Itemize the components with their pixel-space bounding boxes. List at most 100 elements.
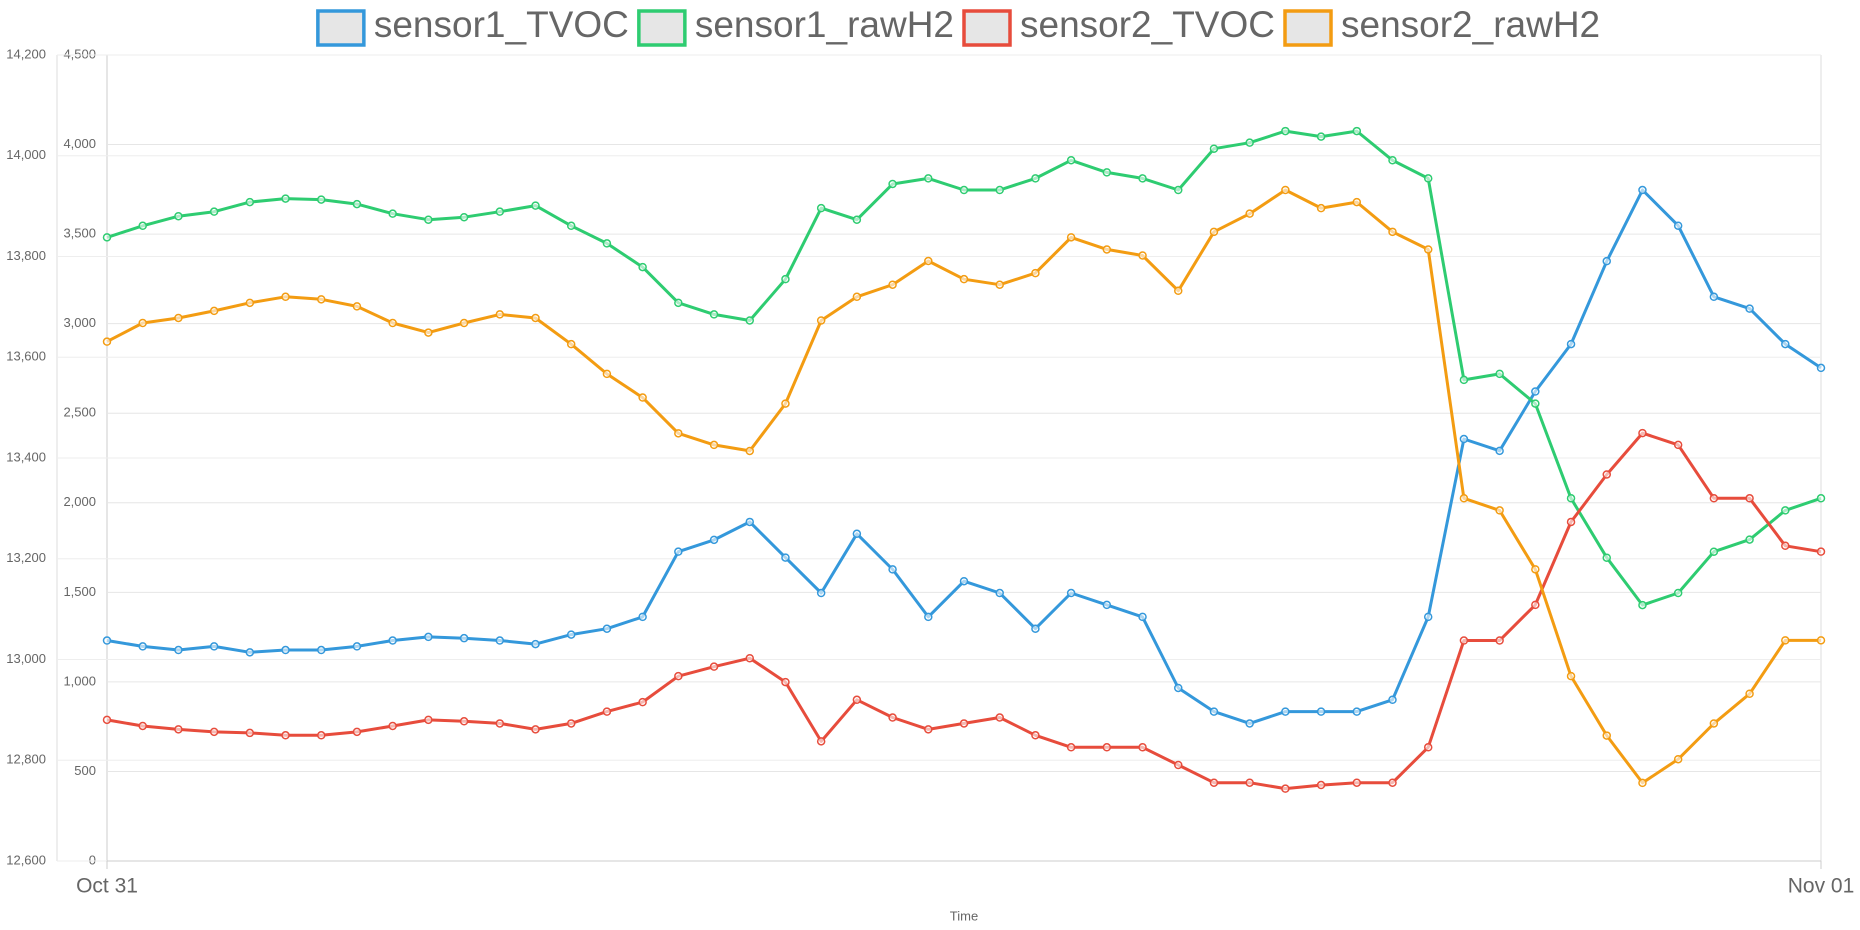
legend-item[interactable]: sensor2_TVOC: [962, 4, 1275, 47]
y-tick-label: 500: [74, 763, 96, 778]
data-point: [1352, 197, 1362, 207]
data-point: [1281, 185, 1290, 195]
data-point: [1316, 203, 1326, 213]
data-point: [1816, 363, 1826, 373]
data-point: [495, 719, 505, 728]
data-point: [959, 719, 969, 728]
data-point: [1531, 600, 1540, 610]
data-point: [1066, 233, 1076, 242]
data-point: [959, 274, 969, 284]
data-point: [1388, 156, 1397, 165]
data-point: [1709, 494, 1719, 503]
data-point: [1316, 132, 1326, 141]
data-point: [281, 645, 290, 655]
data-point: [1459, 494, 1469, 503]
data-point: [924, 725, 933, 734]
data-point: [174, 313, 183, 323]
data-point: [638, 612, 647, 622]
data-point: [1174, 760, 1183, 770]
data-point: [102, 337, 112, 346]
data-point: [531, 201, 540, 210]
y-tick-label: 1,000: [63, 673, 96, 688]
data-point: [281, 194, 290, 203]
data-point: [781, 274, 790, 284]
data-point: [1638, 428, 1647, 438]
data-point: [1566, 339, 1576, 349]
data-point: [1316, 707, 1326, 716]
data-point: [709, 662, 719, 671]
data-point: [388, 636, 397, 645]
data-point: [1566, 671, 1576, 681]
data-point: [924, 612, 933, 622]
data-point: [995, 280, 1004, 289]
data-point: [888, 280, 897, 289]
data-point: [1423, 174, 1433, 183]
data-point: [1495, 369, 1504, 379]
data-point: [709, 440, 719, 450]
data-point: [602, 239, 612, 248]
data-point: [1281, 126, 1290, 136]
data-point: [638, 393, 647, 402]
data-point: [924, 174, 933, 183]
data-point: [674, 429, 683, 438]
data-point: [1602, 470, 1611, 479]
data-point: [745, 517, 754, 527]
legend-item[interactable]: sensor2_rawH2: [1283, 4, 1600, 47]
data-point: [1423, 612, 1433, 622]
data-point: [245, 648, 255, 657]
data-point: [1209, 227, 1219, 237]
data-point: [1673, 440, 1683, 450]
data-point: [1138, 174, 1147, 183]
data-point: [1245, 719, 1254, 728]
data-point: [317, 295, 326, 304]
data-point: [424, 715, 433, 725]
data-point: [888, 565, 897, 574]
data-point: [352, 199, 362, 209]
data-point: [602, 369, 612, 379]
data-point: [1423, 245, 1433, 254]
y2-tick-label: 13,400: [6, 449, 46, 464]
y2-tick-label: 12,800: [6, 752, 46, 767]
data-point: [317, 731, 326, 740]
data-point: [102, 715, 112, 725]
data-point: [674, 671, 683, 681]
data-point: [852, 529, 862, 539]
data-point: [781, 553, 790, 562]
data-point: [1638, 185, 1647, 195]
data-point: [924, 256, 933, 266]
data-point: [1138, 612, 1147, 622]
data-point: [459, 318, 469, 328]
data-point: [816, 588, 826, 598]
data-point: [1174, 286, 1183, 296]
series: [102, 428, 1826, 793]
data-point: [1602, 256, 1611, 266]
data-point: [352, 642, 362, 651]
data-point: [102, 636, 112, 645]
data-point: [1209, 707, 1219, 716]
data-point: [209, 207, 219, 216]
data-point: [1031, 624, 1040, 633]
data-point: [888, 179, 897, 189]
data-point: [1316, 780, 1326, 790]
legend-item[interactable]: sensor1_TVOC: [316, 4, 629, 47]
x-tick-label: Oct 31: [76, 875, 138, 898]
series-line: [106, 188, 1822, 725]
data-point: [174, 645, 183, 655]
data-point: [1352, 778, 1362, 787]
data-point: [888, 713, 897, 722]
series: [102, 185, 1826, 728]
data-point: [388, 209, 397, 218]
data-point: [1388, 778, 1397, 787]
data-point: [495, 310, 505, 319]
data-point: [959, 576, 969, 586]
data-point: [388, 721, 397, 731]
data-point: [1495, 636, 1504, 645]
data-point: [1459, 375, 1469, 385]
legend-item[interactable]: sensor1_rawH2: [637, 4, 954, 47]
y2-tick-label: 13,000: [6, 651, 46, 666]
data-point: [1066, 743, 1076, 752]
data-point: [1245, 138, 1254, 147]
legend-label: sensor1_TVOC: [374, 4, 629, 45]
series-line: [106, 431, 1822, 791]
